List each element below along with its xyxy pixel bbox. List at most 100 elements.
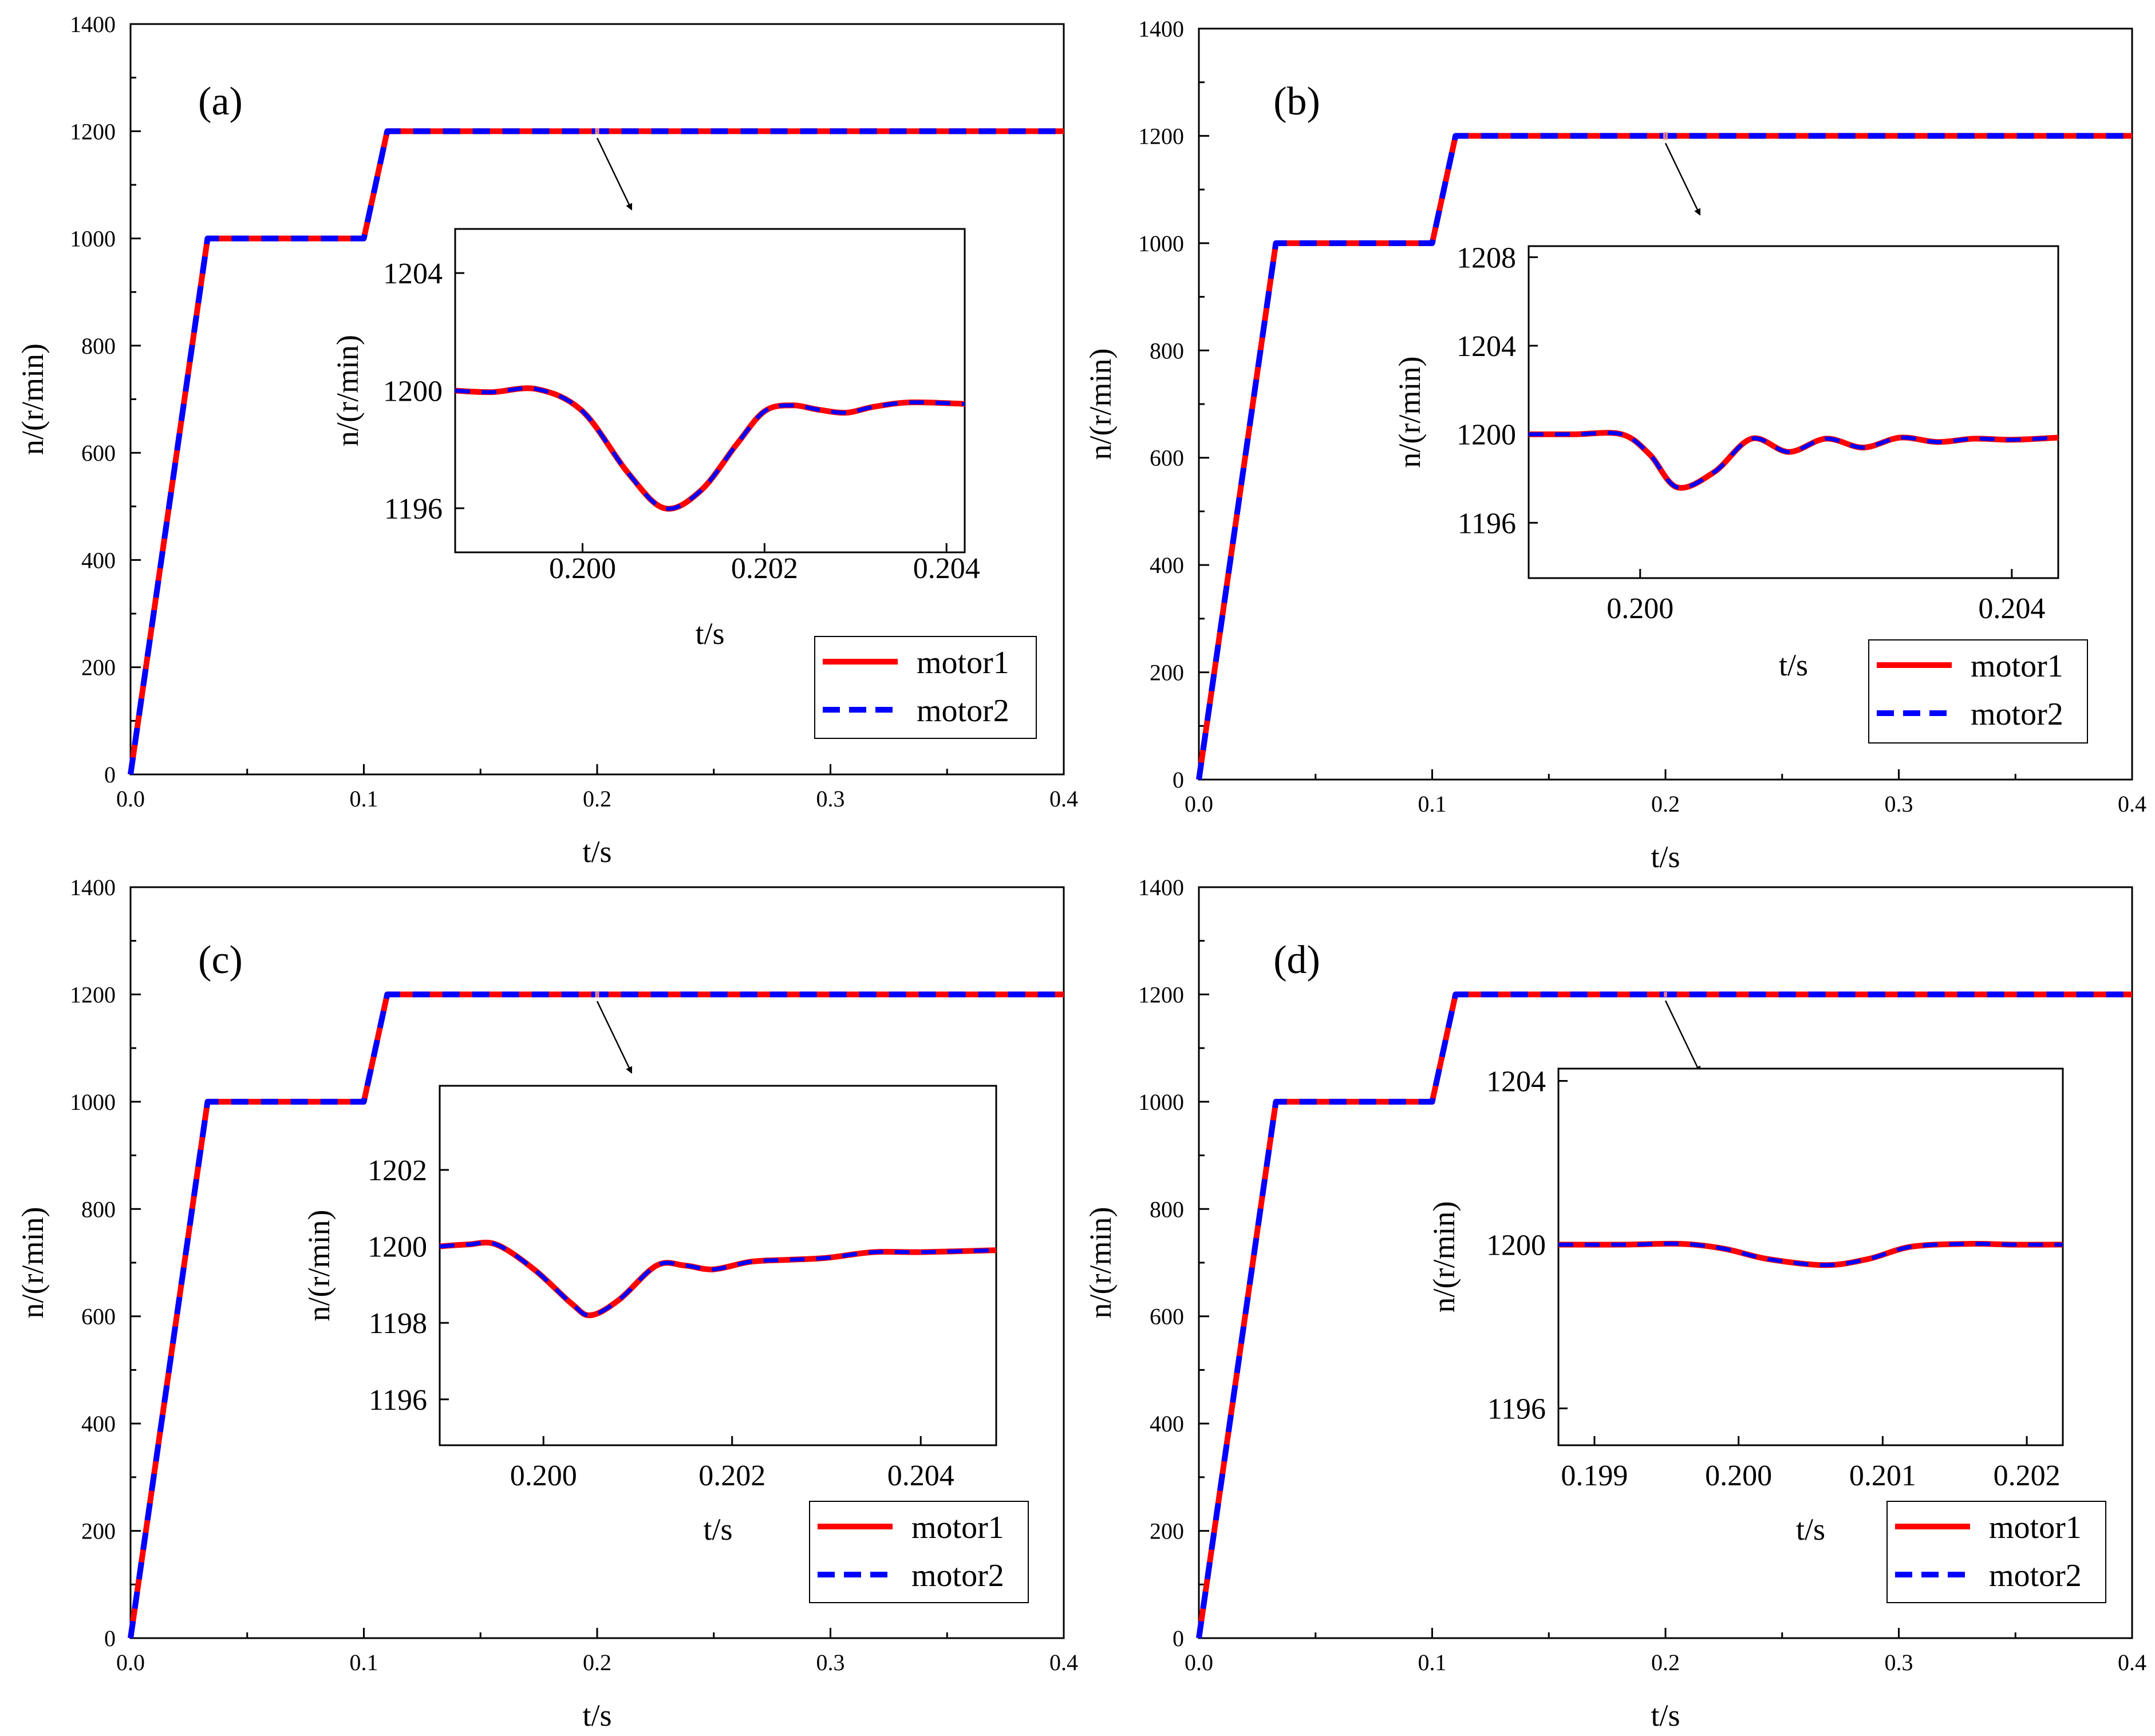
inset-y-tick-label: 1204 [1486,1065,1546,1098]
y-tick-label: 1200 [70,982,116,1007]
y-tick-label: 200 [1150,660,1184,686]
inset-y-tick-label: 1200 [368,1231,427,1264]
legend-label-motor1: motor1 [1989,1510,2082,1545]
x-tick-label: 0.0 [116,786,145,812]
series-line-motor2 [128,991,1064,1639]
y-tick-label: 400 [81,1411,116,1437]
inset-frame [1557,1067,2064,1446]
legend-label-motor2: motor2 [1971,697,2063,732]
legend: motor1 motor2 [814,636,1037,739]
y-tick-label: 800 [1150,1196,1184,1222]
inset-series-line-motor2 [1529,430,2059,490]
y-tick-label: 200 [81,655,116,681]
y-tick-label: 600 [1150,445,1184,471]
inset-x-tick-label: 0.200 [1705,1460,1772,1492]
y-tick-label: 1200 [70,118,116,144]
x-tick-label: 0.3 [816,786,845,812]
inset-x-tick-label: 0.199 [1561,1460,1628,1492]
inset-x-tick-label: 0.204 [1978,592,2045,625]
y-tick-label: 1400 [1138,875,1184,900]
series-line-motor2 [1196,991,2132,1639]
series-line-motor2 [1196,133,2132,780]
inset-y-tick-label: 1196 [369,1384,427,1417]
zoom-box [1664,992,1667,997]
y-axis-label: n/(r/min) [1083,1207,1118,1319]
inset-series-line-motor2 [1558,1241,2063,1267]
y-tick-label: 600 [81,1304,116,1330]
y-tick-label: 1400 [70,875,116,900]
inset-x-axis-label: t/s [1779,648,1808,682]
inset-x-tick-label: 0.200 [510,1460,577,1492]
inset-x-axis-label: t/s [1796,1512,1825,1547]
y-tick-label: 800 [81,1196,116,1222]
zoom-arrow [1664,1000,1701,1074]
legend-label-motor2: motor2 [911,1558,1004,1593]
panel-d: 0.0 0.1 0.2 0.3 0.4 0 200 400 600 800 1000 1200 1400… [1083,875,2146,1733]
legend-label-motor2: motor2 [917,693,1009,729]
x-tick-label: 0.1 [1418,791,1447,817]
inset-y-tick-label: 1200 [383,375,443,408]
zoom-arrow [1664,143,1701,216]
inset-series-line-motor2 [439,1240,997,1318]
inset-y-tick-label: 1208 [1457,242,1516,274]
inset: 0.200 0.202 0.204 1196 1198 1200 1202 t/s n/(r/m… [302,1085,997,1547]
legend-label-motor1: motor1 [911,1510,1004,1545]
panel-c: 0.0 0.1 0.2 0.3 0.4 0 200 400 600 800 1000 1200 1400… [15,875,1078,1733]
y-tick-label: 800 [1150,338,1184,363]
zoom-arrow [596,1001,633,1074]
x-tick-label: 0.4 [2118,1650,2146,1675]
inset-frame [439,1085,997,1446]
x-tick-label: 0.2 [1651,791,1680,817]
legend: motor1 motor2 [1886,1501,2106,1603]
inset-x-tick-label: 0.200 [549,552,616,585]
zoom-box [595,128,599,135]
x-tick-label: 0.2 [1651,1650,1680,1675]
y-tick-label: 1400 [70,11,116,37]
inset: 0.200 0.204 1196 1200 1204 1208 t/s n/(r/min) [1392,242,2059,682]
legend-label-motor2: motor2 [1989,1558,2082,1593]
inset: 0.199 0.200 0.201 0.202 1196 1200 1204 t/s n/(r/… [1427,1065,2064,1547]
y-axis-label: n/(r/min) [15,343,50,455]
inset-x-axis-label: t/s [695,616,724,651]
inset-x-tick-label: 0.202 [698,1460,765,1492]
y-axis-label: n/(r/min) [15,1207,50,1319]
x-tick-label: 0.4 [2118,791,2146,817]
y-tick-label: 400 [1150,552,1184,578]
inset-x-tick-label: 0.204 [887,1460,954,1492]
inset-y-tick-label: 1204 [383,258,443,290]
inset-y-axis-label: n/(r/min) [1427,1201,1461,1313]
y-tick-label: 800 [81,333,116,359]
x-axis-label: t/s [1651,840,1680,874]
panel-label: (b) [1273,80,1320,124]
legend-frame [814,636,1037,739]
zoom-arrow [596,137,633,211]
inset-x-tick-label: 0.201 [1849,1460,1916,1492]
y-tick-label: 400 [1150,1411,1184,1437]
inset-y-tick-label: 1196 [1458,507,1516,540]
series-line-motor2 [128,128,1064,775]
panel-label: (c) [198,938,243,982]
inset: 0.200 0.202 0.204 1196 1200 1204 t/s n/(r/min) [330,228,980,651]
y-tick-label: 1000 [70,226,116,252]
y-axis-label: n/(r/min) [1083,349,1118,460]
legend-label-motor1: motor1 [1971,648,2063,684]
x-tick-label: 0.1 [350,1650,378,1675]
x-tick-label: 0.2 [583,786,611,812]
x-tick-label: 0.1 [350,786,378,812]
inset-y-tick-label: 1202 [368,1154,427,1187]
legend-label-motor1: motor1 [917,645,1009,681]
inset-x-tick-label: 0.202 [1994,1460,2061,1492]
legend: motor1 motor2 [1868,639,2088,744]
y-tick-label: 600 [1150,1304,1184,1330]
y-tick-label: 200 [81,1518,116,1544]
inset-y-axis-label: n/(r/min) [302,1210,336,1322]
zoom-box [1663,132,1668,140]
inset-y-tick-label: 1196 [384,493,443,525]
x-axis-label: t/s [582,1698,611,1733]
inset-y-tick-label: 1204 [1457,330,1516,363]
panel-label: (d) [1273,938,1320,982]
legend-frame [1886,1501,2106,1603]
y-tick-label: 1000 [1138,1089,1184,1115]
inset-y-tick-label: 1196 [1487,1393,1546,1426]
inset-y-tick-label: 1198 [369,1307,427,1340]
